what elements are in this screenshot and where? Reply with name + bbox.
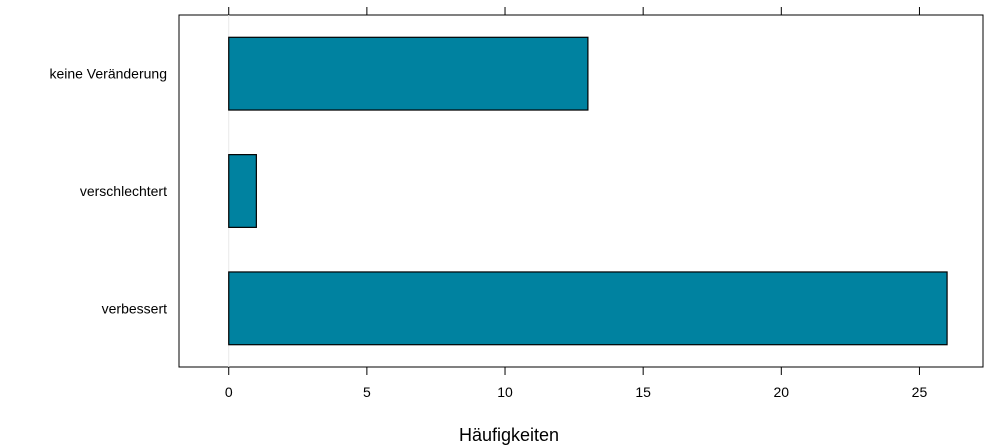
x-tick-label: 15 [635,384,651,400]
y-tick-label: verschlechtert [80,183,167,199]
x-tick-label: 25 [912,384,928,400]
y-tick-label: keine Veränderung [49,66,167,82]
bar-group [228,36,948,346]
y-axis-labels: verbessert verschlechtert keine Veränderun… [49,66,167,317]
x-tick-label: 10 [497,384,513,400]
x-axis-title: Häufigkeiten [459,425,559,445]
x-tick-label: 20 [774,384,790,400]
bar [228,36,589,111]
bar [228,271,948,346]
x-tick-label: 5 [363,384,371,400]
plot-frame [178,14,984,368]
y-tick-label: verbessert [102,300,167,316]
x-tick-label: 0 [225,384,233,400]
bar [228,154,257,228]
x-axis-ticks: 0 5 10 15 20 25 [225,7,928,400]
